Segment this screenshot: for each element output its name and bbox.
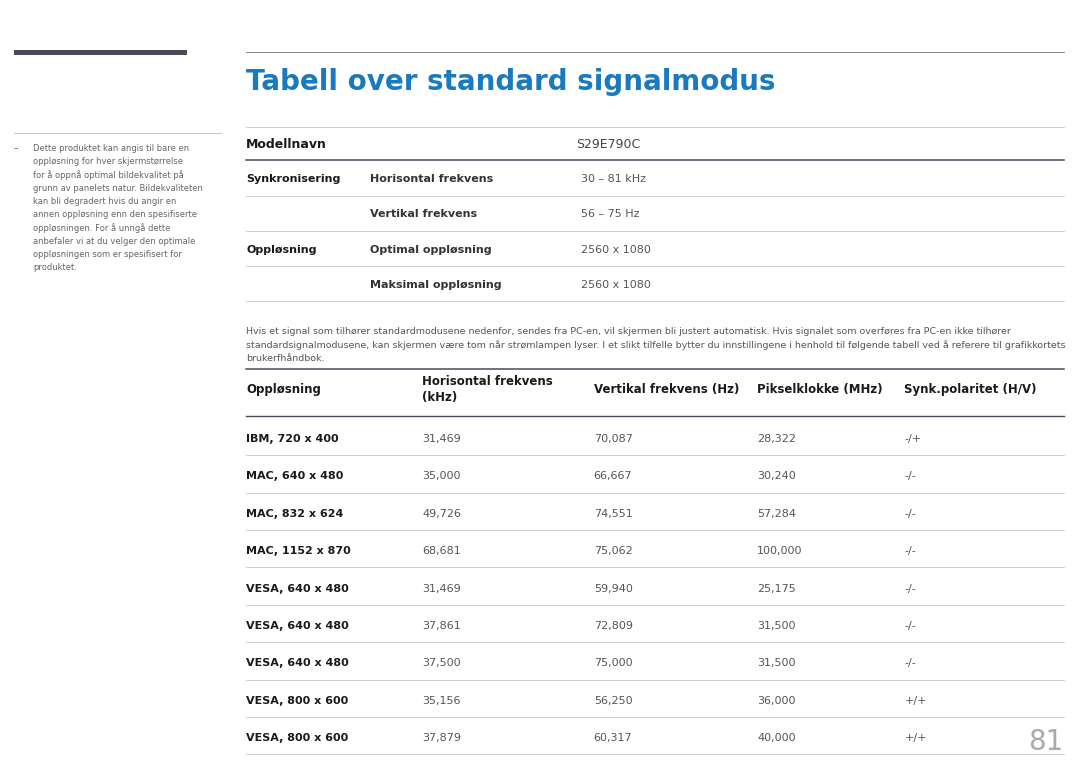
Text: 59,940: 59,940: [594, 584, 633, 594]
Text: +/+: +/+: [904, 696, 927, 706]
Text: 31,469: 31,469: [422, 434, 461, 444]
Text: 100,000: 100,000: [757, 546, 802, 556]
Text: 56 – 75 Hz: 56 – 75 Hz: [581, 209, 639, 220]
Bar: [14, 50, 187, 55]
Text: Maksimal oppløsning: Maksimal oppløsning: [370, 279, 502, 290]
Text: VESA, 640 x 480: VESA, 640 x 480: [246, 621, 349, 631]
Text: Horisontal frekvens: Horisontal frekvens: [370, 174, 494, 185]
Text: –: –: [14, 144, 18, 153]
Text: 25,175: 25,175: [757, 584, 796, 594]
Text: S29E790C: S29E790C: [576, 138, 639, 152]
Text: 49,726: 49,726: [422, 509, 461, 519]
Text: -/-: -/-: [904, 584, 916, 594]
Text: -/-: -/-: [904, 472, 916, 481]
Text: -/-: -/-: [904, 621, 916, 631]
Text: 35,000: 35,000: [422, 472, 460, 481]
Text: 30 – 81 kHz: 30 – 81 kHz: [581, 174, 646, 185]
Text: 2560 x 1080: 2560 x 1080: [581, 279, 651, 290]
Text: 2560 x 1080: 2560 x 1080: [581, 244, 651, 255]
Text: 60,317: 60,317: [594, 733, 632, 743]
Text: Synkronisering: Synkronisering: [246, 174, 340, 185]
Text: -/-: -/-: [904, 509, 916, 519]
Text: VESA, 640 x 480: VESA, 640 x 480: [246, 658, 349, 668]
Text: 56,250: 56,250: [594, 696, 632, 706]
Text: Synk.polaritet (H/V): Synk.polaritet (H/V): [904, 383, 1037, 397]
Text: VESA, 800 x 600: VESA, 800 x 600: [246, 733, 349, 743]
Text: 72,809: 72,809: [594, 621, 633, 631]
Text: Optimal oppløsning: Optimal oppløsning: [370, 244, 492, 255]
Text: Horisontal frekvens
(kHz): Horisontal frekvens (kHz): [422, 375, 553, 404]
Text: Vertikal frekvens: Vertikal frekvens: [370, 209, 477, 220]
Text: -/-: -/-: [904, 658, 916, 668]
Text: 30,240: 30,240: [757, 472, 796, 481]
Text: +/+: +/+: [904, 733, 927, 743]
Text: 35,156: 35,156: [422, 696, 460, 706]
Text: 40,000: 40,000: [757, 733, 796, 743]
Text: VESA, 800 x 600: VESA, 800 x 600: [246, 696, 349, 706]
Text: Modellnavn: Modellnavn: [246, 138, 327, 152]
Text: Oppløsning: Oppløsning: [246, 383, 321, 397]
Text: 36,000: 36,000: [757, 696, 796, 706]
Text: 31,469: 31,469: [422, 584, 461, 594]
Text: 75,062: 75,062: [594, 546, 633, 556]
Text: 57,284: 57,284: [757, 509, 796, 519]
Text: MAC, 1152 x 870: MAC, 1152 x 870: [246, 546, 351, 556]
Text: 75,000: 75,000: [594, 658, 632, 668]
Text: Dette produktet kan angis til bare en
oppløsning for hver skjermstørrelse
for å : Dette produktet kan angis til bare en op…: [33, 144, 203, 272]
Text: 81: 81: [1028, 728, 1064, 755]
Text: 37,861: 37,861: [422, 621, 461, 631]
Text: 68,681: 68,681: [422, 546, 461, 556]
Text: 70,087: 70,087: [594, 434, 633, 444]
Text: 37,500: 37,500: [422, 658, 461, 668]
Text: 74,551: 74,551: [594, 509, 633, 519]
Text: Vertikal frekvens (Hz): Vertikal frekvens (Hz): [594, 383, 739, 397]
Text: MAC, 640 x 480: MAC, 640 x 480: [246, 472, 343, 481]
Text: IBM, 720 x 400: IBM, 720 x 400: [246, 434, 339, 444]
Text: MAC, 832 x 624: MAC, 832 x 624: [246, 509, 343, 519]
Text: -/-: -/-: [904, 546, 916, 556]
Text: 28,322: 28,322: [757, 434, 796, 444]
Text: Oppløsning: Oppløsning: [246, 244, 316, 255]
Text: VESA, 640 x 480: VESA, 640 x 480: [246, 584, 349, 594]
Text: 66,667: 66,667: [594, 472, 632, 481]
Text: 31,500: 31,500: [757, 658, 796, 668]
Text: 31,500: 31,500: [757, 621, 796, 631]
Text: Pikselklokke (MHz): Pikselklokke (MHz): [757, 383, 882, 397]
Text: Hvis et signal som tilhører standardmodusene nedenfor, sendes fra PC-en, vil skj: Hvis et signal som tilhører standardmodu…: [246, 327, 1066, 362]
Text: 37,879: 37,879: [422, 733, 461, 743]
Text: -/+: -/+: [904, 434, 921, 444]
Text: Tabell over standard signalmodus: Tabell over standard signalmodus: [246, 68, 775, 95]
